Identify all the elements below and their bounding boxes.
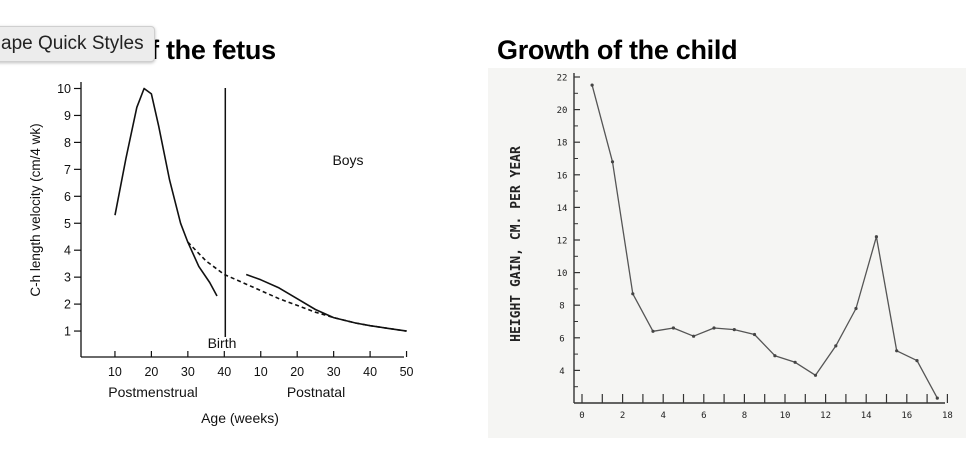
data-point: [712, 326, 716, 330]
y-tick-label: 5: [64, 217, 71, 231]
child-chart-panel: [488, 68, 966, 438]
x-tick-label: 20: [290, 365, 304, 379]
y-tick-label: 10: [57, 82, 71, 96]
data-point: [692, 334, 696, 338]
y-tick-label: 9: [64, 109, 71, 123]
x-tick-label: 14: [861, 411, 872, 421]
x-tick-label: 10: [780, 411, 791, 421]
data-point: [854, 306, 858, 311]
x-tick-label: 30: [181, 365, 195, 379]
x-tick-label: 20: [144, 365, 158, 379]
y-tick-label: 20: [557, 106, 568, 116]
x-tick-label: 40: [363, 365, 377, 379]
y-tick-label: 8: [559, 302, 564, 312]
y-tick-label: 12: [557, 237, 568, 247]
y-tick-label: 22: [557, 74, 568, 84]
data-point: [834, 344, 838, 348]
y-tick-label: 6: [64, 190, 71, 204]
data-point: [631, 292, 635, 296]
x-tick-label: 8: [742, 411, 747, 421]
x-tick-label: 18: [942, 411, 953, 421]
data-point: [671, 326, 676, 330]
data-point: [793, 360, 797, 364]
y-tick-label: 10: [557, 269, 568, 279]
height-gain-line: [591, 84, 938, 399]
x-axis-title: Age (weeks): [201, 410, 279, 426]
postnatal-label: Postnatal: [287, 384, 345, 400]
data-point: [610, 160, 615, 164]
data-point: [895, 349, 899, 353]
fetus-growth-chart: 1 2 3 4 5 6 7 8 9 10 10 20 30 40 10 20 30 40 50 Boys Birth Po…: [28, 82, 414, 426]
y-tick-label: 7: [64, 163, 71, 177]
y-tick-label: 4: [559, 367, 564, 377]
series-line-0: [114, 87, 218, 297]
x-tick-label: 6: [701, 411, 706, 421]
x-tick-label: 16: [901, 411, 912, 421]
y-axis-title: HEIGHT GAIN, CM. PER YEAR: [509, 146, 524, 342]
y-tick-label: 8: [64, 136, 71, 150]
x-tick-label: 50: [400, 365, 414, 379]
postmenstrual-label: Postmenstrual: [108, 384, 197, 400]
data-point: [813, 373, 818, 377]
shape-quick-styles-tooltip: ape Quick Styles: [0, 26, 155, 62]
data-point: [752, 332, 757, 337]
y-tick-label: 18: [557, 139, 568, 149]
x-tick-label: 10: [254, 365, 268, 379]
y-tick-label: 2: [64, 298, 71, 312]
x-tick-label: 40: [217, 365, 231, 379]
data-point: [651, 329, 655, 333]
y-axis-title: C-h length velocity (cm/4 wk): [28, 123, 43, 296]
y-tick-label: 14: [557, 204, 568, 214]
y-tick-label: 6: [559, 334, 564, 344]
x-tick-label: 2: [620, 411, 625, 421]
data-point: [935, 396, 939, 400]
data-point: [590, 83, 594, 87]
x-tick-label: 30: [327, 365, 341, 379]
x-tick-label: 10: [108, 365, 122, 379]
y-tick-label: 3: [64, 271, 71, 285]
x-tick-label: 12: [820, 411, 831, 421]
child-title: Growth of the child: [497, 35, 738, 65]
birth-annotation: Birth: [208, 335, 237, 351]
y-tick-label: 16: [557, 171, 568, 181]
data-point: [732, 328, 736, 332]
x-tick-label: 0: [579, 411, 584, 421]
x-tick-label: 4: [660, 411, 665, 421]
y-tick-label: 1: [64, 325, 71, 339]
data-point: [773, 354, 777, 358]
data-point: [874, 235, 879, 239]
data-point: [915, 359, 919, 363]
series-line-2: [245, 273, 407, 332]
boys-annotation: Boys: [332, 152, 363, 168]
y-tick-label: 4: [64, 244, 71, 258]
